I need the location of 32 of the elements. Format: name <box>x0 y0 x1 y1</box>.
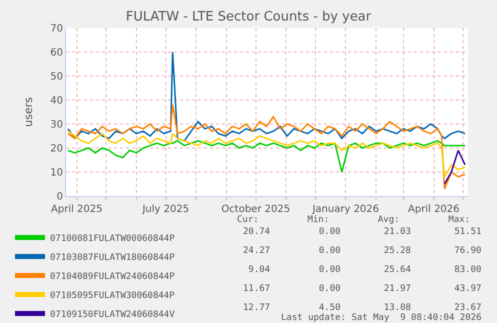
text: 12.77 4.50 13.08 23.67 <box>243 303 482 313</box>
x-tick-label: October 2025 <box>221 204 290 215</box>
line-series <box>67 140 466 173</box>
y-tick-label: 60 <box>50 48 63 58</box>
legend-label: 07100081FULATW00060844P <box>50 234 176 244</box>
legend-label: 07104089FULATW24060844P <box>50 272 176 282</box>
y-tick-label: 50 <box>50 72 63 82</box>
text: Last update: Sat May 9 08:40:04 2026 <box>281 313 482 323</box>
text: 20.74 0.00 21.03 51.51 <box>243 227 482 237</box>
y-tick-label: 20 <box>50 144 63 154</box>
text: Cur: Min: Avg: Max: <box>237 215 470 225</box>
legend-label: 07103087FULATW18060844P <box>50 253 176 264</box>
text: 11.67 0.00 21.97 43.97 <box>243 284 482 294</box>
y-tick-label: 0 <box>56 192 63 202</box>
legend-label: 07109150FULATW24060844V <box>50 310 176 320</box>
line-series <box>67 104 466 190</box>
x-tick-label: July 2025 <box>141 204 190 215</box>
text: 9.04 0.00 25.64 83.00 <box>243 265 482 275</box>
legend-label: 07105095FULATW30060844P <box>50 291 176 302</box>
y-tick-label: 70 <box>50 24 63 34</box>
text: 24.27 0.00 25.28 76.90 <box>243 246 482 256</box>
y-axis-title: users <box>22 96 35 127</box>
x-tick-label: January 2026 <box>311 204 380 215</box>
chart-title: FULATW - LTE Sector Counts - by year <box>126 10 372 25</box>
line-series <box>67 130 466 178</box>
y-tick-label: 30 <box>50 120 63 130</box>
line-series <box>444 150 466 185</box>
line-series <box>67 51 466 142</box>
y-tick-label: 40 <box>50 96 63 106</box>
x-tick-label: April 2025 <box>51 204 102 215</box>
x-tick-label: April 2026 <box>408 204 460 215</box>
y-tick-label: 10 <box>50 168 63 178</box>
